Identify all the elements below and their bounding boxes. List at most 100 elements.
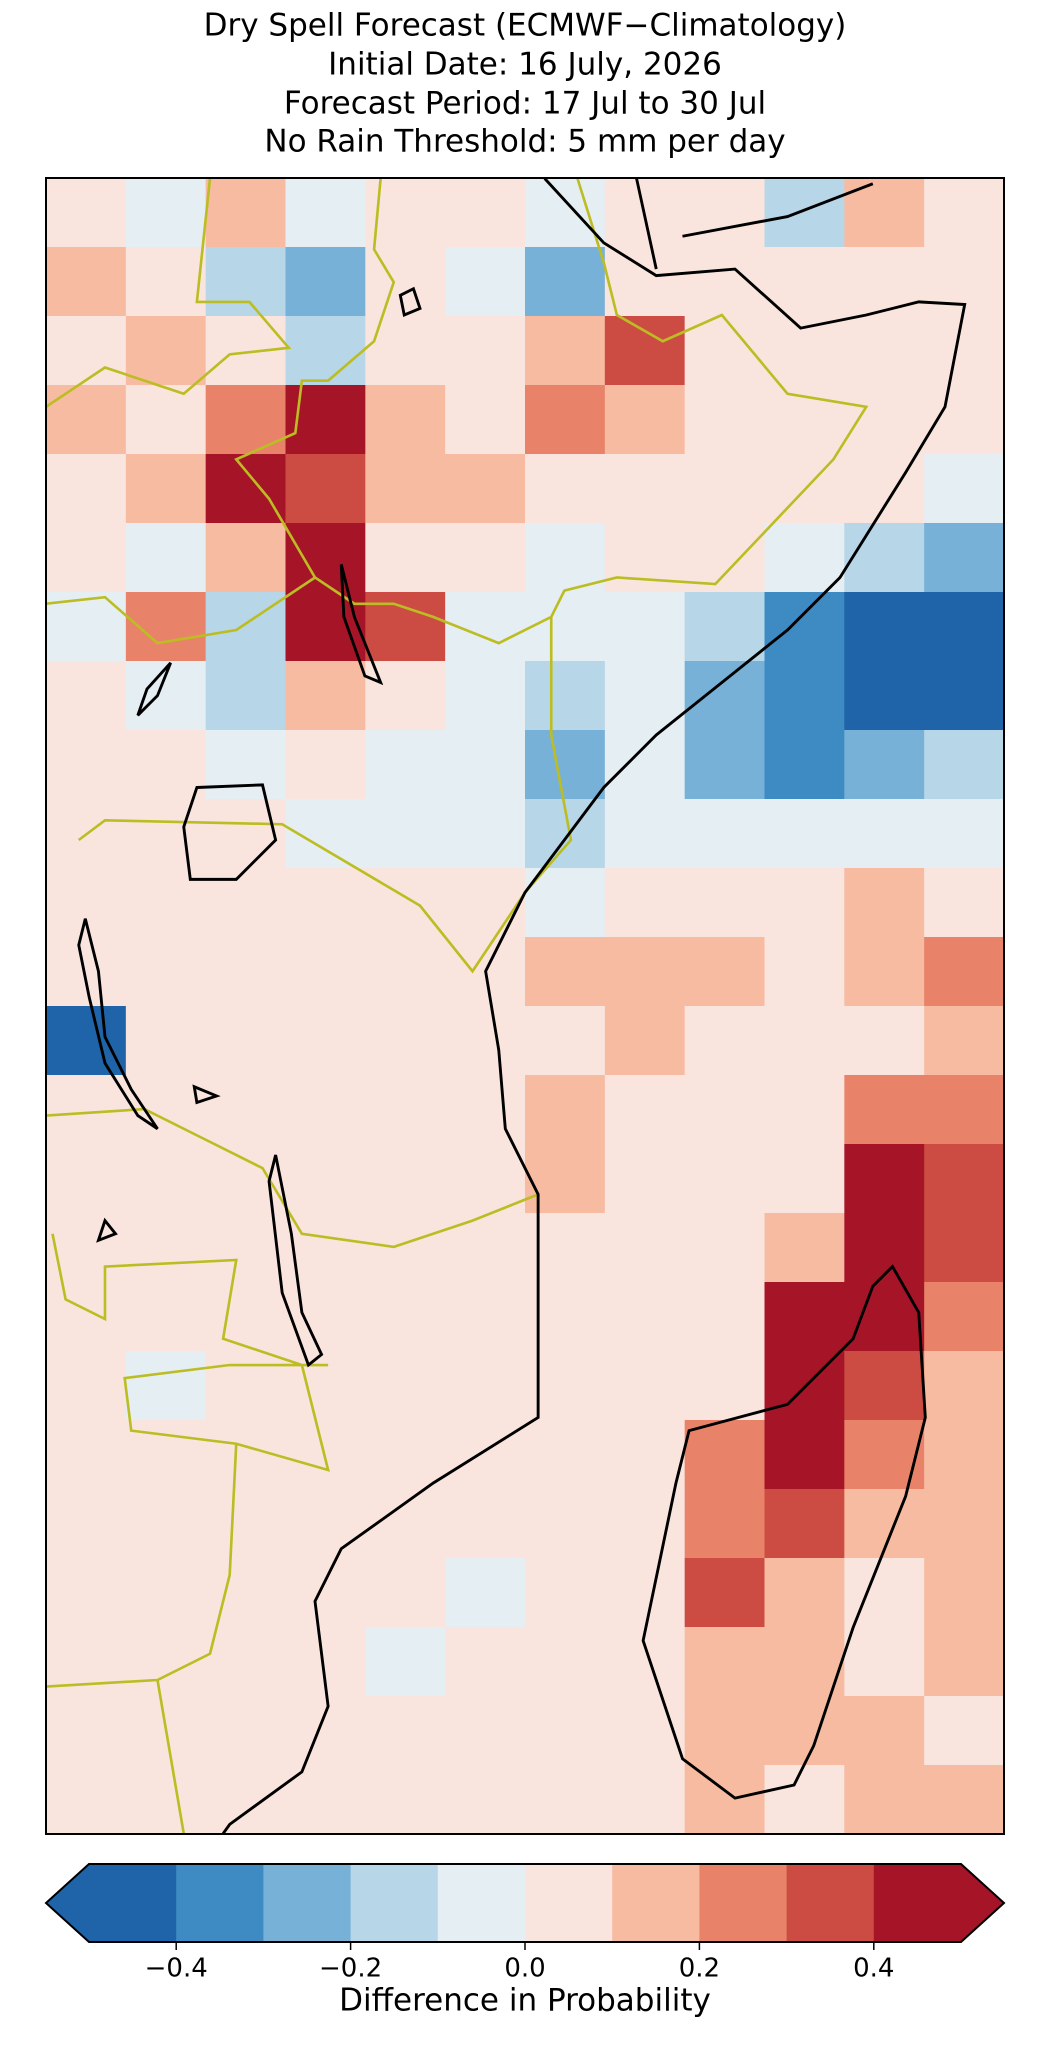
grid-cell xyxy=(844,1627,925,1697)
grid-cell xyxy=(924,1006,1004,1076)
grid-cell xyxy=(924,1627,1004,1697)
grid-cell xyxy=(125,1489,207,1559)
grid-cell xyxy=(445,1627,526,1697)
grid-cell xyxy=(365,1696,446,1766)
grid-cell xyxy=(764,1075,845,1145)
grid-cell xyxy=(525,1765,606,1834)
grid-cell xyxy=(844,1213,925,1283)
grid-cell xyxy=(764,799,845,869)
grid-cell xyxy=(445,1006,526,1076)
colorbar-segment xyxy=(437,1864,526,1942)
grid-cell xyxy=(525,1558,606,1628)
grid-cell xyxy=(125,247,207,317)
colorbar-segment xyxy=(263,1864,352,1942)
grid-cell xyxy=(844,247,925,317)
grid-cell xyxy=(764,1627,845,1697)
grid-cell xyxy=(604,661,686,731)
grid-cell xyxy=(125,937,207,1007)
colorbar-label: Difference in Probability xyxy=(339,1983,711,2019)
grid-cell xyxy=(285,730,366,800)
grid-cell xyxy=(604,592,686,662)
grid-cell xyxy=(844,1006,925,1076)
grid-cell xyxy=(205,1006,286,1076)
grid-cell xyxy=(604,868,686,938)
grid-cell xyxy=(924,1351,1004,1421)
border xyxy=(46,1107,539,1249)
grid-cell xyxy=(205,523,286,593)
grid-cell xyxy=(924,937,1004,1007)
grid-cell xyxy=(285,1351,366,1421)
grid-cell xyxy=(365,1144,446,1214)
grid-cell xyxy=(764,1213,845,1283)
grid-cell xyxy=(205,1075,286,1145)
grid-cell xyxy=(525,1627,606,1697)
colorbar-segment xyxy=(873,1864,962,1942)
grid-cell xyxy=(684,385,765,455)
lake xyxy=(267,1154,324,1368)
grid-cell xyxy=(924,1282,1004,1352)
grid-cell xyxy=(844,661,925,731)
grid-cell xyxy=(205,1696,286,1766)
grid-cell xyxy=(684,868,765,938)
grid-cell xyxy=(684,454,765,524)
grid-cell xyxy=(764,178,845,248)
grid-cell xyxy=(764,868,845,938)
grid-cell xyxy=(764,937,845,1007)
grid-cell xyxy=(205,1213,286,1283)
grid-cell xyxy=(46,661,127,731)
grid-cell xyxy=(445,247,526,317)
grid-cell xyxy=(764,661,845,731)
colorbar-segment xyxy=(612,1864,700,1942)
grid-cell xyxy=(285,1696,366,1766)
grid-cell xyxy=(445,1558,526,1628)
grid-cell xyxy=(604,1075,686,1145)
grid-cell xyxy=(445,1696,526,1766)
grid-cell xyxy=(445,1420,526,1490)
grid-cell xyxy=(924,730,1004,800)
grid-cell xyxy=(844,868,925,938)
grid-cell xyxy=(684,730,765,800)
grid-cell xyxy=(205,592,286,662)
border xyxy=(234,178,869,645)
grid-cell xyxy=(365,1351,446,1421)
map-frame xyxy=(45,177,1005,1835)
grid-cell xyxy=(285,247,366,317)
colorbar-outline xyxy=(44,1863,1006,1943)
grid-cell xyxy=(924,454,1004,524)
grid-cell xyxy=(46,1765,127,1834)
title-line: No Rain Threshold: 5 mm per day xyxy=(264,124,785,160)
grid-cell xyxy=(844,523,925,593)
grid-cell xyxy=(684,1351,765,1421)
grid-cell xyxy=(46,454,127,524)
grid-cell xyxy=(46,937,127,1007)
grid-cell xyxy=(924,316,1004,386)
grid-cell xyxy=(285,1213,366,1283)
grid-cell xyxy=(764,1696,845,1766)
grid-cell xyxy=(205,1282,286,1352)
grid-cell xyxy=(46,1351,127,1421)
grid-cell xyxy=(844,1765,925,1834)
grid-cell xyxy=(445,661,526,731)
grid-cell xyxy=(365,1213,446,1283)
colorbar-extend-high xyxy=(961,1864,1004,1942)
colorbar-tick-label: 0.2 xyxy=(679,1954,720,1984)
grid-cell xyxy=(604,1213,686,1283)
grid-cell xyxy=(46,1006,127,1076)
grid-cell xyxy=(844,454,925,524)
border xyxy=(46,1443,238,1834)
colorbar-segment xyxy=(176,1864,264,1942)
grid-cell xyxy=(205,730,286,800)
grid-cell xyxy=(205,1558,286,1628)
grid-cell xyxy=(285,1282,366,1352)
grid-cell xyxy=(525,1420,606,1490)
grid-cell xyxy=(924,1696,1004,1766)
grid-cell xyxy=(604,1282,686,1352)
coastline xyxy=(221,178,967,1834)
grid-cell xyxy=(684,1696,765,1766)
grid-cell xyxy=(46,247,127,317)
grid-cell xyxy=(125,1282,207,1352)
grid-cell xyxy=(125,1006,207,1076)
grid-cell xyxy=(365,1765,446,1834)
grid-cell xyxy=(285,523,366,593)
